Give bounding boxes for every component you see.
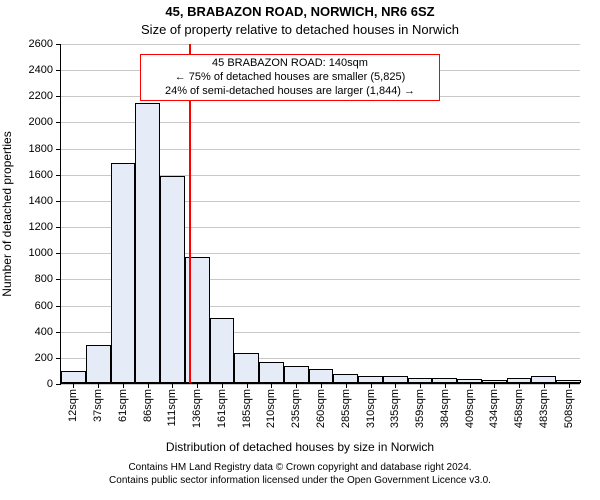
x-tick-label: 409sqm [464,389,476,428]
y-tick [56,175,61,176]
y-tick [56,253,61,254]
y-tick-label: 1800 [29,143,53,155]
x-tick [296,383,297,388]
histogram-bar [333,374,358,383]
histogram-bar [210,318,235,383]
y-tick-label: 2200 [29,90,53,102]
x-tick-label: 210sqm [265,389,277,428]
histogram-bar [86,345,111,383]
y-tick [56,227,61,228]
x-tick-label: 61sqm [117,389,129,422]
x-tick-label: 359sqm [414,389,426,428]
x-tick-label: 185sqm [241,389,253,428]
y-tick-label: 2400 [29,64,53,76]
reference-annotation: 45 BRABAZON ROAD: 140sqm ← 75% of detach… [140,54,440,101]
histogram-bar [160,176,185,383]
histogram-bar [61,371,86,383]
x-tick [271,383,272,388]
histogram-bar [111,163,136,383]
x-tick [98,383,99,388]
histogram-bar [259,362,284,383]
x-tick-label: 310sqm [365,389,377,428]
y-tick-label: 600 [35,300,53,312]
x-tick-label: 434sqm [488,389,500,428]
y-tick [56,358,61,359]
x-tick [346,383,347,388]
y-tick-label: 1000 [29,247,53,259]
y-tick [56,279,61,280]
x-tick [569,383,570,388]
x-tick-label: 260sqm [315,389,327,428]
x-tick-label: 285sqm [340,389,352,428]
x-tick-label: 136sqm [191,389,203,428]
x-tick-label: 111sqm [166,389,178,427]
histogram-bar [234,353,259,383]
y-tick [56,149,61,150]
x-tick [148,383,149,388]
x-tick [420,383,421,388]
footer-line: Contains HM Land Registry data © Crown c… [0,462,600,475]
x-tick-label: 235sqm [290,389,302,428]
y-tick-label: 1600 [29,169,53,181]
y-tick-label: 400 [35,326,53,338]
x-tick [321,383,322,388]
x-tick-label: 508sqm [563,389,575,428]
x-tick [197,383,198,388]
histogram-bar [309,369,334,383]
y-tick [56,122,61,123]
x-tick-label: 161sqm [216,389,228,428]
y-tick-label: 2600 [29,38,53,50]
x-tick [519,383,520,388]
x-tick [123,383,124,388]
y-tick [56,70,61,71]
x-tick-label: 458sqm [513,389,525,428]
y-tick-label: 0 [47,378,53,390]
y-tick-label: 1400 [29,195,53,207]
footer-attribution: Contains HM Land Registry data © Crown c… [0,462,600,487]
annotation-line: 45 BRABAZON ROAD: 140sqm [145,57,435,71]
histogram-bar [135,103,160,383]
y-tick-label: 1200 [29,221,53,233]
x-axis-label: Distribution of detached houses by size … [0,440,600,454]
x-tick [395,383,396,388]
y-tick [56,96,61,97]
x-tick [247,383,248,388]
y-tick-label: 200 [35,352,53,364]
y-tick [56,384,61,385]
y-axis-label: Number of detached properties [0,131,14,296]
y-tick-label: 800 [35,273,53,285]
x-tick [470,383,471,388]
gridline [61,44,580,45]
x-tick-label: 86sqm [142,389,154,422]
annotation-line: ← 75% of detached houses are smaller (5,… [145,71,435,85]
x-tick-label: 384sqm [439,389,451,428]
x-tick [371,383,372,388]
x-tick-label: 335sqm [389,389,401,428]
annotation-line: 24% of semi-detached houses are larger (… [145,85,435,99]
x-tick [73,383,74,388]
y-tick [56,306,61,307]
x-tick-label: 483sqm [538,389,550,428]
y-tick [56,44,61,45]
chart-title-line1: 45, BRABAZON ROAD, NORWICH, NR6 6SZ [0,4,600,19]
y-tick [56,332,61,333]
x-tick [494,383,495,388]
y-tick-label: 2000 [29,116,53,128]
x-tick-label: 37sqm [92,389,104,422]
footer-line: Contains public sector information licen… [0,475,600,488]
histogram-bar [284,366,309,383]
y-tick [56,201,61,202]
chart-title-line2: Size of property relative to detached ho… [0,22,600,37]
x-tick [445,383,446,388]
x-tick [544,383,545,388]
x-tick-label: 12sqm [67,389,79,422]
x-tick [172,383,173,388]
x-tick [222,383,223,388]
